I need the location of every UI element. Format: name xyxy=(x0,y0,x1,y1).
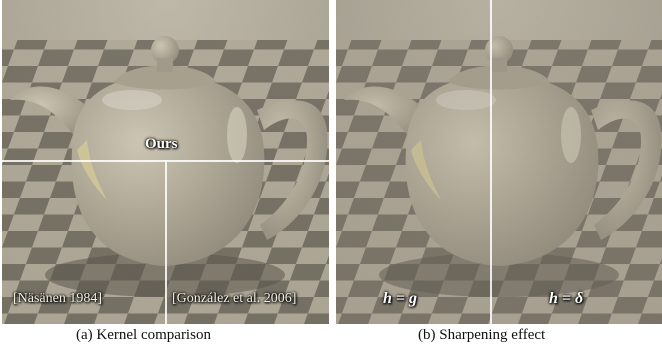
label-ours: Ours xyxy=(145,136,178,152)
label-nasanen-1984: [Näsänen 1984] xyxy=(13,291,103,306)
label-h-equals-g: h = g xyxy=(383,290,418,307)
vertical-split-line xyxy=(490,0,492,324)
panel-sharpening-effect: h = g h = δ xyxy=(336,0,662,324)
label-h-equals-delta: h = δ xyxy=(549,290,584,307)
teapot-render-image xyxy=(336,0,662,324)
panel-kernel-comparison: Ours [Näsänen 1984] [González et al. 200… xyxy=(2,0,329,324)
label-gonzalez-2006: [González et al. 2006] xyxy=(172,291,297,306)
caption-sharpening-effect: (b) Sharpening effect xyxy=(418,327,546,343)
vertical-split-line xyxy=(165,160,167,324)
caption-kernel-comparison: (a) Kernel comparison xyxy=(76,327,211,343)
